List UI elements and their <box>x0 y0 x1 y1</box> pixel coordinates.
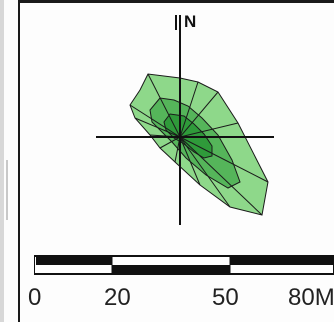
scale-segment-2 <box>112 265 230 274</box>
scale-segment-3 <box>230 256 334 265</box>
rose-crosshair <box>96 15 274 225</box>
map-frame <box>18 0 334 322</box>
scale-label-80m: 80M <box>288 284 334 311</box>
scale-bar <box>34 255 334 275</box>
scale-label-50: 50 <box>212 284 239 311</box>
radial-rose-diagram <box>96 15 274 225</box>
scale-label-20: 20 <box>104 284 131 311</box>
scale-segment-1 <box>36 256 112 265</box>
scale-label-0: 0 <box>28 284 42 311</box>
scale-labels: 0 20 50 80M <box>0 284 334 314</box>
page-edge-mark <box>6 160 8 220</box>
page-edge-shadow <box>0 0 4 322</box>
north-label: N <box>184 12 197 31</box>
